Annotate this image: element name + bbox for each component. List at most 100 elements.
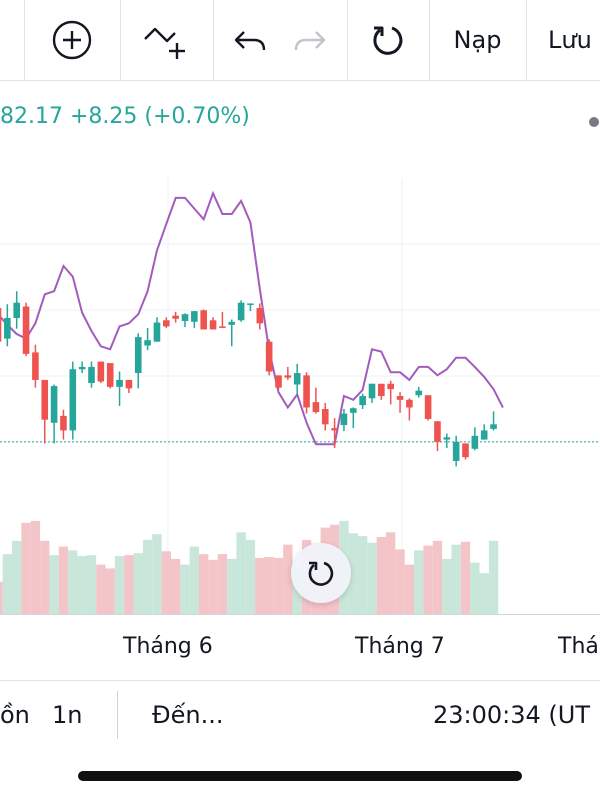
volume-bar [432,540,443,614]
candle [406,398,413,421]
candle [4,304,11,347]
candle-body [200,310,207,330]
volume-bar [142,539,153,614]
refresh-button[interactable] [347,0,429,80]
toolbar-divider [24,0,25,80]
candle-body [265,341,273,372]
candle-body [312,402,320,413]
candle [396,392,404,413]
volume-bar [114,556,125,614]
volume-bar [96,564,106,614]
candle [191,311,198,328]
candle-body [78,366,86,370]
candle [144,327,151,351]
redo-button[interactable] [280,0,340,80]
candle-body [275,375,282,388]
candle-body [0,308,2,342]
volume-bar [236,532,246,614]
volume-bar [367,542,377,614]
candle [69,361,77,440]
candle [415,386,423,398]
volume-bars [0,520,499,614]
reset-icon [308,561,334,586]
volume-bar [208,559,218,614]
volume-bar [273,557,284,614]
candle [275,375,282,390]
candle [452,435,460,467]
candle-body [434,421,441,442]
candle [41,379,49,444]
candle-body [50,386,58,423]
candle [181,313,189,328]
chart-grid [0,178,600,614]
overlay-line [0,190,504,446]
candle [13,291,20,329]
candle-body [247,303,254,305]
home-indicator[interactable] [78,771,522,781]
candle [0,308,2,342]
volume-bar [376,537,387,614]
x-axis-line [0,614,600,615]
candle-body [191,311,198,322]
volume-bar [451,544,461,614]
volume-bar [40,540,50,614]
load-button[interactable]: Nạp [429,0,526,80]
candle-body [69,369,77,431]
candle [471,427,479,451]
reset-chart-button[interactable] [291,543,351,603]
interval-button[interactable]: 1n [52,701,83,729]
toolbar-divider [526,0,527,80]
candle-body [4,317,11,339]
candle [237,300,245,322]
volume-bar [170,558,181,614]
candle-body [219,326,226,328]
volume-bar [21,522,31,614]
clock-timezone[interactable]: 23:00:34 (UT [433,701,591,729]
undo-button[interactable] [220,0,280,80]
volume-bar [86,555,97,614]
candle-body [331,428,338,431]
add-button[interactable] [24,0,120,80]
add-indicator-button[interactable] [120,0,213,80]
candle-body [387,383,394,390]
candle-body [443,437,451,440]
candle-body [350,408,357,413]
candle-body [209,320,217,330]
candle [78,361,86,374]
candle [265,339,273,376]
candle [284,366,292,380]
candle [134,333,142,389]
candle-body [256,308,264,324]
candle [387,380,394,405]
bottom-divider [117,691,118,739]
candle-body [125,379,133,389]
candle-body [293,373,301,385]
volume-bar [264,557,274,614]
volume-bar [245,539,256,614]
candle-body [452,441,460,462]
candle-body [60,415,67,431]
candle [340,409,348,432]
price-chart[interactable] [0,178,600,614]
volume-bar [217,554,228,614]
goto-date-button[interactable]: Đến... [152,701,224,729]
candle-body [359,396,366,406]
save-button[interactable]: Lưu [526,0,600,80]
candle [247,303,254,312]
volume-bar [357,536,368,614]
add-indicator-icon [143,27,185,59]
candle-body [284,375,292,378]
volume-bar [470,562,480,614]
volume-bar [227,558,237,614]
candle-body [415,390,423,396]
candle-body [471,435,479,449]
range-button[interactable]: ồn [0,701,30,729]
candle-body [13,302,20,318]
candle-body [378,383,385,396]
volume-bar [68,550,78,614]
candle [88,361,95,388]
toolbar-divider [120,0,121,80]
candle-body [228,321,236,325]
candle-body [172,315,179,319]
candle [228,319,236,347]
